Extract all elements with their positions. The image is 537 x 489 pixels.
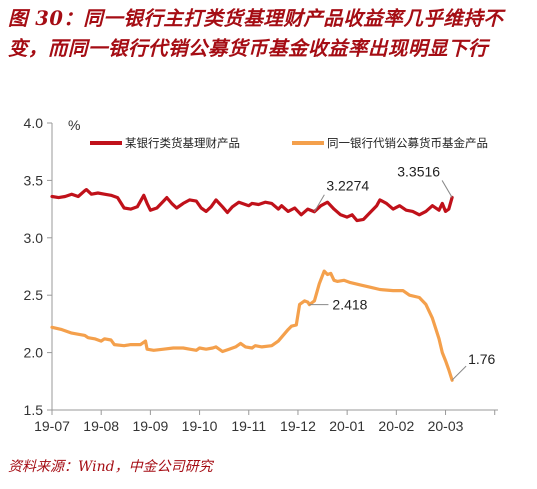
line-chart: 4.03.53.02.52.01.5 19-07 19-08 19-09 19-10 1… — [24, 115, 498, 434]
y-tick-label: 3.0 — [24, 230, 44, 246]
x-tick-label: 19-07 — [34, 418, 70, 434]
x-tick-label: 19-12 — [280, 418, 316, 434]
y-tick-label: 3.5 — [24, 172, 44, 188]
annotation-label: 2.418 — [332, 297, 367, 313]
annotation-leader-line — [451, 365, 467, 381]
legend: 某银行类货基理财产品 同一银行代销公募货币基金产品 — [90, 136, 488, 150]
source-note: 资料来源：Wind，中金公司研究 — [8, 459, 213, 475]
annotation-leader-line — [441, 180, 453, 198]
annotation-label: 3.3516 — [397, 163, 440, 179]
legend-label-series-1: 某银行类货基理财产品 — [125, 136, 240, 150]
series-1-line — [50, 187, 454, 223]
y-tick-label: 2.5 — [24, 287, 44, 303]
annotation-leader-line — [313, 194, 325, 212]
y-tick-label: 4.0 — [24, 115, 44, 131]
series-layer — [50, 187, 454, 382]
x-tick-label: 19-09 — [132, 418, 168, 434]
x-tick-label: 19-11 — [231, 418, 266, 434]
x-axis: 19-07 19-08 19-09 19-10 19-11 19-12 20-01 20-02… — [34, 409, 498, 434]
y-axis-unit-label: % — [68, 117, 80, 133]
x-tick-label: 19-10 — [182, 418, 218, 434]
x-tick-label: 20-01 — [329, 418, 365, 434]
x-tick-label: 20-02 — [378, 418, 414, 434]
y-tick-label: 1.5 — [24, 402, 44, 418]
annotation-label: 3.2274 — [326, 178, 369, 194]
annotation-label: 1.76 — [468, 351, 495, 367]
annotation-layer: 3.2274 3.3516 2.418 1.76 — [309, 163, 496, 381]
legend-label-series-2: 同一银行代销公募货币基金产品 — [327, 136, 488, 150]
y-tick-label: 2.0 — [24, 345, 44, 361]
x-tick-label: 19-08 — [83, 418, 119, 434]
figure-title: 图 30：同一银行主打类货基理财产品收益率几乎维持不变，而同一银行代销公募货币基… — [8, 7, 504, 60]
x-tick-label: 20-03 — [428, 418, 464, 434]
y-axis: 4.0 3.5 3.0 2.5 2.0 1.5 — [24, 115, 53, 418]
series-2-line — [50, 269, 454, 382]
